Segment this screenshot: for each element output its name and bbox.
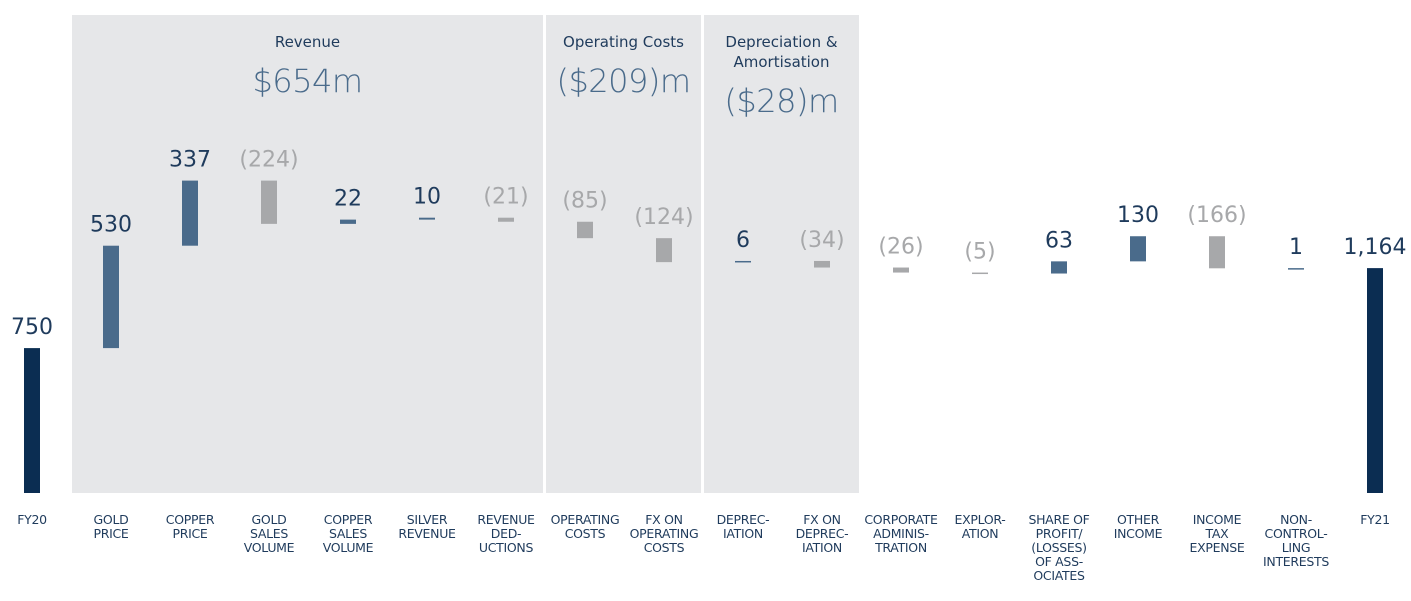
value-label: (166) xyxy=(1187,203,1246,228)
x-tick-label: FY21 xyxy=(1360,512,1390,527)
x-tick-label: INCOME TAX EXPENSE xyxy=(1189,512,1245,555)
x-tick-label: GOLD SALES VOLUME xyxy=(243,512,295,555)
x-tick-label: SHARE OF PROFIT/ (LOSSES) OF ASS- OCIATE… xyxy=(1028,512,1090,583)
value-label: (21) xyxy=(483,185,528,210)
value-label: 22 xyxy=(334,187,362,212)
group-total: $654m xyxy=(252,62,363,100)
group-panel xyxy=(72,15,543,493)
x-tick-label: SILVER REVENUE xyxy=(398,512,456,541)
group-title: Depreciation & Amortisation xyxy=(725,33,838,71)
value-label: (5) xyxy=(964,240,995,265)
value-label: 10 xyxy=(413,185,441,210)
x-tick-label: OPERATING COSTS xyxy=(550,512,620,541)
value-label: (26) xyxy=(878,235,923,260)
value-label: (34) xyxy=(799,228,844,253)
value-label: (224) xyxy=(239,148,298,173)
group-panel xyxy=(704,15,859,493)
bar xyxy=(103,245,119,349)
bar xyxy=(498,217,514,222)
x-tick-label: FX ON OPERATING COSTS xyxy=(629,512,699,555)
bar xyxy=(340,219,356,224)
value-label: 750 xyxy=(11,315,53,340)
x-tick-label: REVENUE DED- UCTIONS xyxy=(477,512,535,555)
value-label: 1,164 xyxy=(1344,235,1407,260)
x-tick-label: DEPREC- IATION xyxy=(716,512,770,541)
bar xyxy=(893,267,909,273)
bar xyxy=(261,180,277,224)
value-label: 337 xyxy=(169,148,211,173)
bar xyxy=(814,260,830,268)
value-label: (85) xyxy=(562,189,607,214)
group-title: Revenue xyxy=(274,33,341,51)
bar xyxy=(577,221,593,239)
x-tick-label: CORPORATE ADMINIS- TRATION xyxy=(864,512,938,555)
bar xyxy=(1209,236,1225,269)
value-label: 130 xyxy=(1117,203,1159,228)
value-label: 1 xyxy=(1289,235,1303,260)
x-tick-label: OTHER INCOME xyxy=(1113,512,1163,541)
bar xyxy=(24,348,40,493)
x-tick-label: FY20 xyxy=(17,512,47,527)
bar xyxy=(656,238,672,263)
bar xyxy=(1051,261,1067,274)
value-label: (124) xyxy=(634,205,693,230)
bar xyxy=(419,217,435,220)
group-total: ($209)m xyxy=(556,62,691,100)
x-tick-label: GOLD PRICE xyxy=(93,512,129,541)
group-total: ($28)m xyxy=(724,82,839,120)
bar xyxy=(1367,268,1383,493)
value-label: 530 xyxy=(90,213,132,238)
bar xyxy=(1288,268,1304,270)
value-label: 63 xyxy=(1045,228,1073,253)
bar xyxy=(972,272,988,275)
group-title: Operating Costs xyxy=(563,33,684,51)
x-tick-label: FX ON DEPREC- IATION xyxy=(795,512,849,555)
x-tick-label: COPPER SALES VOLUME xyxy=(322,512,374,555)
bar xyxy=(182,180,198,246)
bar xyxy=(1130,236,1146,262)
value-label: 6 xyxy=(736,228,750,253)
x-tick-label: COPPER PRICE xyxy=(165,512,215,541)
group-panel xyxy=(546,15,701,493)
x-tick-label: EXPLOR- ATION xyxy=(954,512,1006,541)
bar xyxy=(735,260,751,263)
x-tick-label: NON- CONTROL- LING INTERESTS xyxy=(1263,512,1329,569)
